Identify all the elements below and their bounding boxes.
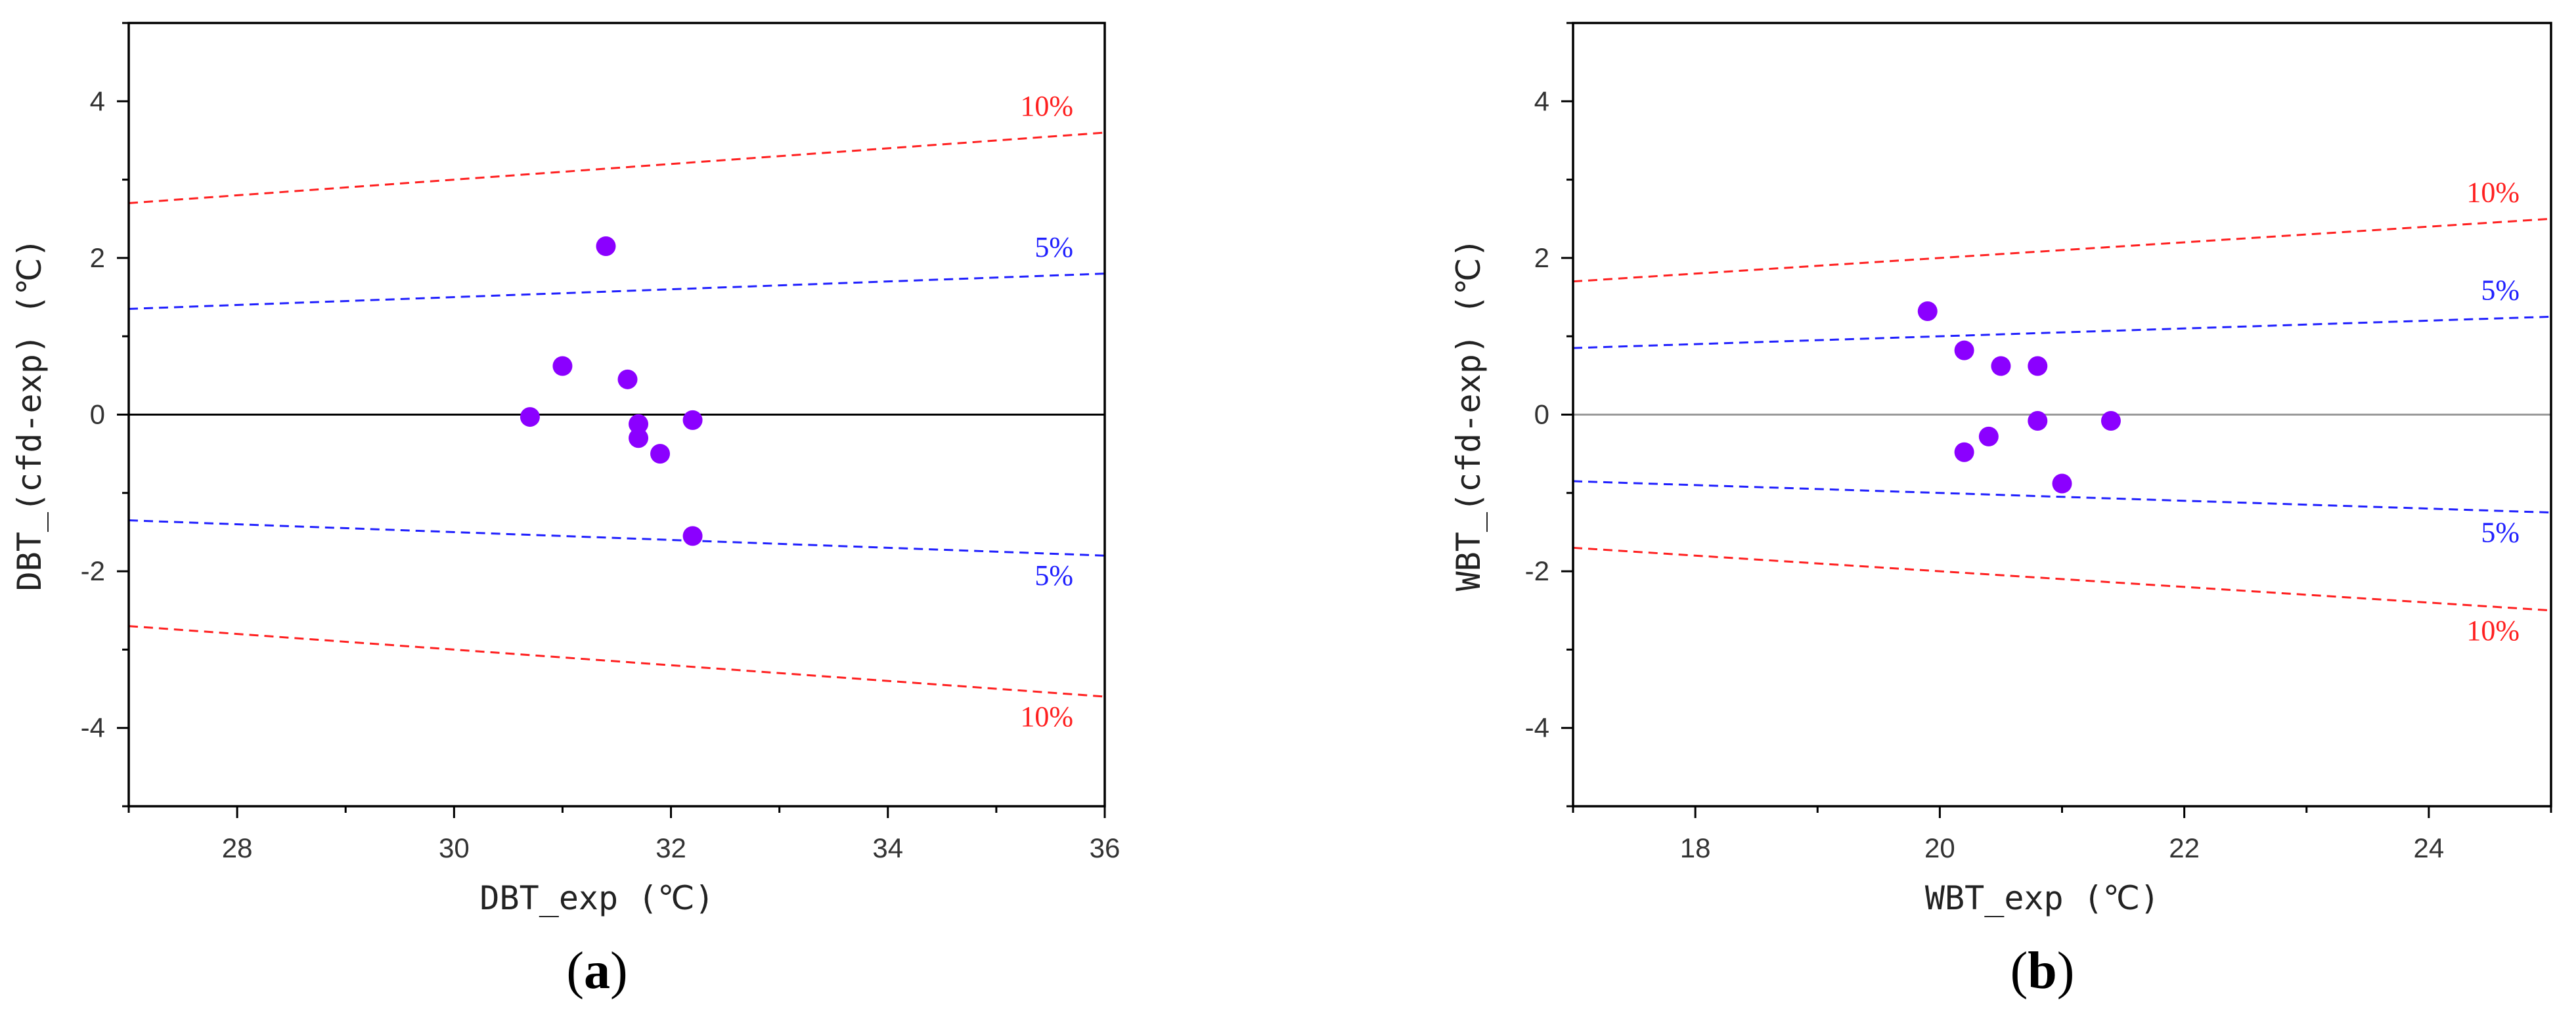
panel-a-data-point-7 [650, 444, 671, 464]
panel-b-y-tick-label: -2 [1525, 555, 1549, 586]
panel-a-data-point-8 [682, 410, 703, 430]
panel-a-ref-label-plus5pct: 5% [1034, 231, 1073, 263]
panel-a-x-tick-label: 28 [222, 833, 253, 863]
panel-b-panel-label-letter: b [2028, 942, 2057, 1000]
panel-b-data-point-8 [2052, 473, 2072, 494]
panel-a-x-tick-label: 30 [439, 833, 470, 863]
panel-b-ref-label-plus5pct: 5% [2481, 274, 2520, 306]
panel-a-ref-label-minus10pct: 10% [1020, 701, 1073, 733]
panel-a-y-axis-title: DBT_(cfd-exp) (℃) [11, 238, 49, 592]
panel-b-y-tick-label: -4 [1525, 712, 1549, 743]
panel-a-data-point-1 [520, 407, 540, 427]
panel-b-y-axis-title: WBT_(cfd-exp) (℃) [1450, 238, 1488, 592]
panel-b-panel-label-open: ( [2010, 942, 2028, 1000]
panel-a-data-point-4 [617, 369, 638, 389]
panel-a-x-axis-title: DBT_exp (℃) [479, 879, 714, 917]
panel-b-y-tick-label: 4 [1534, 85, 1549, 116]
panel-a-data-point-3 [596, 236, 616, 257]
panel-b-data-point-9 [2100, 411, 2121, 431]
panel-a-data-point-6 [629, 428, 649, 448]
panel-b-ref-label-plus10pct: 10% [2466, 176, 2520, 208]
panel-b-data-point-6 [2028, 356, 2048, 376]
panel-b-x-tick-label: 24 [2414, 833, 2445, 863]
panel-a-y-tick-label: 2 [90, 242, 105, 273]
panel-a-x-tick-label: 36 [1090, 833, 1121, 863]
panel-b-data-point-3 [1954, 442, 1974, 462]
panel-a-panel-label-close: ) [610, 942, 628, 1000]
panel-b-y-tick-label: 0 [1534, 399, 1549, 430]
panel-a-data-point-5 [629, 414, 649, 434]
panel-b-data-point-2 [1954, 340, 1974, 360]
panel-b-ref-label-minus10pct: 10% [2466, 615, 2520, 647]
panel-b-ref-label-minus5pct: 5% [2481, 517, 2520, 549]
panel-a-data-point-9 [682, 526, 703, 546]
panel-a-y-tick-label: -2 [81, 555, 105, 586]
panel-b-data-point-1 [1917, 301, 1938, 322]
panel-a-ref-label-minus5pct: 5% [1034, 559, 1073, 592]
panel-b-data-point-4 [1978, 426, 1999, 446]
panel-a-x-tick-label: 34 [872, 833, 903, 863]
panel-a-ref-line-plus10pct [128, 131, 1105, 204]
panel-b-x-tick-label: 20 [1924, 833, 1955, 863]
panel-b-data-point-5 [1991, 356, 2011, 376]
panel-a-ref-line-plus5pct [128, 272, 1105, 310]
panel-a-ref-line-minus10pct [128, 625, 1105, 698]
panel-a-chart: 10% 5% 5% 10% 28 30 32 34 36 -4 -2 0 2 4 DBT_exp (℃) DB… [11, 22, 1121, 1000]
panel-a-panel-label-letter: a [584, 942, 610, 1000]
panel-a-y-tick-label: 0 [90, 399, 105, 430]
panel-b-data-point-7 [2028, 411, 2048, 431]
panel-b-ref-line-plus10pct [1572, 217, 2552, 283]
panel-a-panel-label: (a) [566, 942, 627, 1000]
panel-b-panel-label: (b) [2010, 942, 2075, 1000]
panel-b-x-tick-label: 22 [2169, 833, 2200, 863]
panel-b-y-tick-label: 2 [1534, 242, 1549, 273]
panel-a-x-tick-label: 32 [655, 833, 686, 863]
panel-a-panel-label-open: ( [566, 942, 584, 1000]
panel-b-ref-line-minus10pct [1572, 546, 2552, 612]
panel-a-ref-label-plus10pct: 10% [1020, 90, 1073, 122]
panel-b-ref-line-minus5pct [1572, 480, 2552, 514]
panel-a-y-tick-label: 4 [90, 85, 105, 116]
panel-b-x-tick-label: 18 [1680, 833, 1711, 863]
panel-b-x-axis-title: WBT_exp (℃) [1925, 879, 2160, 917]
panel-a-data-point-2 [552, 356, 573, 376]
panel-a-y-tick-label: -4 [81, 712, 105, 743]
panel-a-ref-line-minus5pct [128, 519, 1105, 557]
panel-b-ref-line-plus5pct [1572, 315, 2552, 349]
panel-b-panel-label-close: ) [2057, 942, 2075, 1000]
